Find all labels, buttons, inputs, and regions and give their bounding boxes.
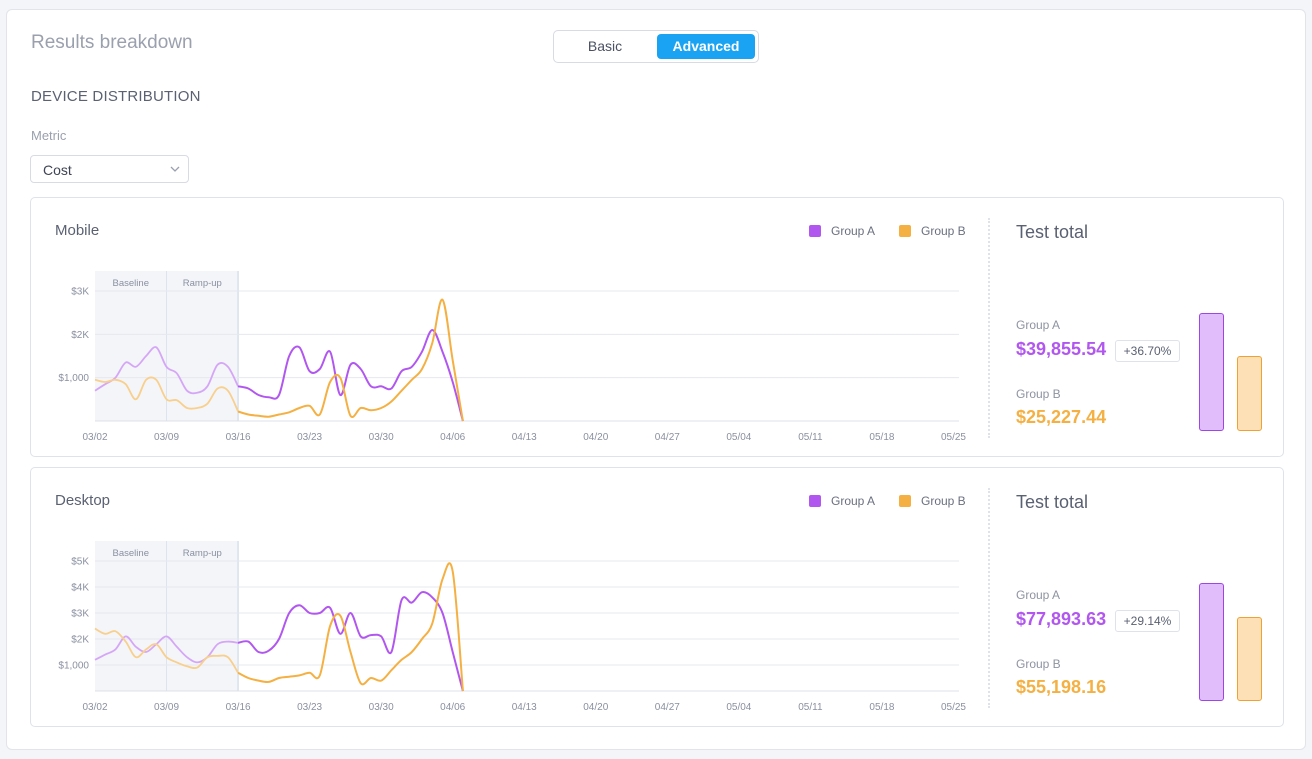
x-tick-label: 05/11 xyxy=(798,432,823,443)
x-tick-label: 05/18 xyxy=(869,702,894,713)
legend-label: Group B xyxy=(921,224,966,238)
series-line-group-b xyxy=(237,298,464,422)
series-line-group-a-pretest xyxy=(94,635,239,664)
x-tick-label: 04/27 xyxy=(655,432,680,443)
basic-view-button[interactable]: Basic xyxy=(587,38,623,54)
x-tick-label: 03/16 xyxy=(226,702,251,713)
phase-band xyxy=(166,541,239,691)
y-tick-label: $2K xyxy=(71,330,89,341)
legend-item-group-b[interactable]: Group B xyxy=(899,494,966,508)
legend-item-group-b[interactable]: Group B xyxy=(899,224,966,238)
x-tick-label: 05/04 xyxy=(726,702,751,713)
x-tick-label: 04/27 xyxy=(655,702,680,713)
x-tick-label: 03/23 xyxy=(297,432,322,443)
x-tick-label: 05/11 xyxy=(798,702,823,713)
card-title: Mobile xyxy=(55,222,100,239)
device-card-mobile: Mobile Group A Group B Baseline Ramp-up $3… xyxy=(30,197,1284,457)
view-mode-toggle: Basic Advanced xyxy=(553,30,759,63)
x-tick-label: 05/18 xyxy=(869,432,894,443)
y-tick-label: $4K xyxy=(71,583,89,594)
divider xyxy=(988,218,990,438)
x-tick-label: 05/25 xyxy=(941,702,966,713)
x-tick-label: 03/16 xyxy=(226,432,251,443)
group-a-total: $39,855.54 xyxy=(1016,339,1107,359)
y-tick-label: $1,000 xyxy=(58,373,89,384)
series-line-group-a xyxy=(237,328,464,422)
y-tick-label: $5K xyxy=(71,557,89,568)
series-line-group-b xyxy=(237,562,464,692)
x-tick-label: 04/06 xyxy=(440,432,465,443)
legend-item-group-a[interactable]: Group A xyxy=(809,224,875,238)
y-tick-label: $2K xyxy=(71,635,89,646)
group-a-total: $77,893.63 xyxy=(1016,609,1107,629)
page-title: Results breakdown xyxy=(31,32,193,53)
x-tick-label: 04/20 xyxy=(583,432,608,443)
x-tick-label: 03/30 xyxy=(369,432,394,443)
advanced-view-button[interactable]: Advanced xyxy=(657,34,755,59)
phase-band xyxy=(95,271,167,421)
group-a-total-bar xyxy=(1199,583,1224,701)
x-tick-label: 04/20 xyxy=(583,702,608,713)
series-line-group-b-pretest xyxy=(94,627,239,674)
test-total-title: Test total xyxy=(1016,222,1089,242)
legend-swatch xyxy=(809,225,821,237)
metric-select-value: Cost xyxy=(43,162,72,178)
y-tick-label: $1,000 xyxy=(58,661,89,672)
group-a-label: Group A xyxy=(1016,588,1061,602)
test-total-title: Test total xyxy=(1016,492,1089,512)
y-tick-label: $3K xyxy=(71,609,89,620)
card-title: Desktop xyxy=(55,492,111,509)
x-tick-label: 03/02 xyxy=(82,702,107,713)
x-tick-label: 04/06 xyxy=(440,702,465,713)
group-b-label: Group B xyxy=(1016,387,1061,401)
legend-label: Group A xyxy=(831,224,876,238)
phase-band xyxy=(95,541,167,691)
section-title: DEVICE DISTRIBUTION xyxy=(31,88,201,105)
phase-band xyxy=(166,271,239,421)
legend-label: Group B xyxy=(921,494,966,508)
x-tick-label: 05/25 xyxy=(941,432,966,443)
results-breakdown-panel: Results breakdown Basic Advanced DEVICE … xyxy=(6,9,1306,750)
group-a-total-bar xyxy=(1199,313,1224,431)
x-tick-label: 03/09 xyxy=(154,702,179,713)
x-tick-label: 03/30 xyxy=(369,702,394,713)
y-tick-label: $3K xyxy=(71,287,89,298)
divider xyxy=(988,488,990,708)
chevron-down-icon xyxy=(170,166,180,172)
group-b-total-bar xyxy=(1237,617,1262,701)
legend-swatch xyxy=(899,225,911,237)
phase-label: Ramp-up xyxy=(183,548,222,559)
group-a-label: Group A xyxy=(1016,318,1061,332)
device-card-desktop: Desktop Group A Group B Baseline Ramp-up $… xyxy=(30,467,1284,727)
x-tick-label: 05/04 xyxy=(726,432,751,443)
phase-label: Ramp-up xyxy=(183,278,222,289)
phase-label: Baseline xyxy=(113,548,149,559)
lift-badge: +29.14% xyxy=(1115,610,1180,632)
legend-item-group-a[interactable]: Group A xyxy=(809,494,875,508)
legend-label: Group A xyxy=(831,494,876,508)
group-b-total: $55,198.16 xyxy=(1016,677,1107,697)
legend-swatch xyxy=(809,495,821,507)
series-line-group-a xyxy=(237,591,464,692)
group-b-total: $25,227.44 xyxy=(1016,407,1107,427)
x-tick-label: 03/09 xyxy=(154,432,179,443)
cost-line-chart: Baseline Ramp-up $3K $2K $1,000 03/02 03/09 03/… xyxy=(58,271,966,443)
series-line-group-b-pretest xyxy=(94,376,239,412)
group-b-total-bar xyxy=(1237,356,1262,431)
x-tick-label: 04/13 xyxy=(512,702,537,713)
metric-label: Metric xyxy=(31,128,67,143)
series-line-group-a-pretest xyxy=(94,346,239,395)
cost-line-chart: Baseline Ramp-up $5K $4K $3K $2K $1,000 03/02 03… xyxy=(58,541,966,713)
lift-badge: +36.70% xyxy=(1115,340,1180,362)
x-tick-label: 04/13 xyxy=(512,432,537,443)
group-b-label: Group B xyxy=(1016,657,1061,671)
x-tick-label: 03/02 xyxy=(82,432,107,443)
metric-select[interactable]: Cost xyxy=(30,155,189,183)
x-tick-label: 03/23 xyxy=(297,702,322,713)
phase-label: Baseline xyxy=(113,278,149,289)
legend-swatch xyxy=(899,495,911,507)
